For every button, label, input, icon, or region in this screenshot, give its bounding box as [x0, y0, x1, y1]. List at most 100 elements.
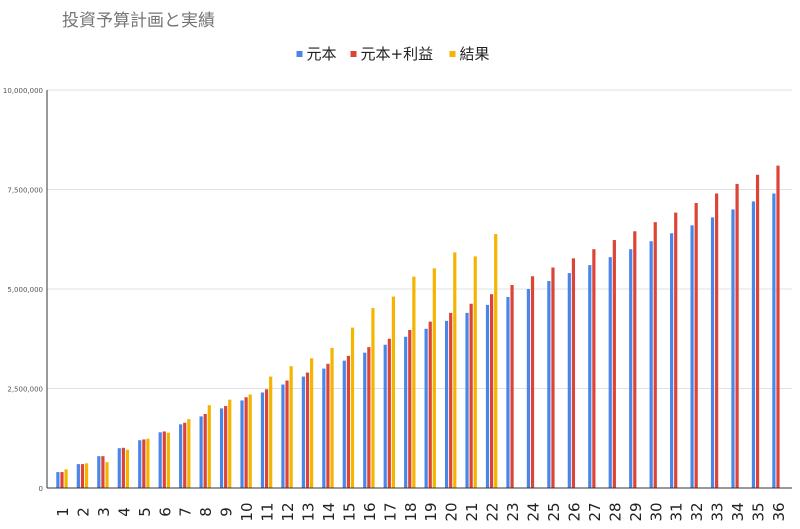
bar	[526, 289, 531, 488]
bar	[60, 472, 64, 488]
x-tick-label: 29	[627, 502, 645, 521]
bar	[158, 432, 162, 488]
bar	[694, 203, 698, 489]
x-tick-label: 15	[340, 502, 358, 521]
bar	[670, 233, 674, 488]
bar	[138, 440, 142, 488]
bar	[404, 336, 408, 488]
bar	[76, 464, 80, 488]
bar	[248, 394, 252, 488]
x-tick-label: 25	[545, 502, 563, 521]
bar	[142, 439, 146, 488]
x-tick-label: 34	[729, 502, 747, 521]
x-tick-label: 10	[238, 502, 256, 521]
x-tick-label: 20	[443, 502, 461, 521]
bar	[342, 360, 346, 488]
bars	[56, 165, 780, 489]
bar	[444, 320, 449, 488]
bar	[776, 165, 780, 488]
x-tick-label: 21	[463, 502, 481, 521]
bar	[551, 267, 555, 488]
bar	[473, 256, 477, 488]
bar	[424, 328, 428, 488]
bar	[64, 469, 68, 488]
x-tick-label: 12	[279, 502, 297, 521]
legend-label: 結果	[460, 45, 490, 63]
y-tick-label: 7,500,000	[7, 187, 43, 195]
bar	[166, 432, 170, 488]
bar	[97, 456, 101, 488]
bar	[547, 281, 551, 488]
x-tick-label: 27	[586, 502, 604, 521]
bar	[305, 372, 310, 488]
bar	[228, 399, 232, 488]
x-tick-label: 6	[156, 507, 174, 517]
y-tick-label: 2,500,000	[7, 386, 43, 394]
bar	[289, 366, 293, 488]
bar	[387, 338, 391, 488]
bar	[612, 240, 616, 488]
legend-swatch	[449, 51, 456, 57]
bar	[453, 252, 457, 488]
bar	[506, 296, 510, 488]
x-tick-label: 36	[770, 502, 788, 521]
bar	[183, 422, 187, 488]
bar	[649, 241, 653, 488]
x-tick-label: 5	[136, 507, 154, 517]
bar	[715, 193, 719, 489]
bar	[633, 231, 637, 489]
bar	[281, 384, 285, 488]
bar	[629, 249, 633, 488]
bar	[84, 463, 89, 488]
bar	[125, 449, 130, 488]
legend-swatch	[296, 51, 303, 57]
x-tick-label: 23	[504, 502, 522, 521]
bar	[510, 285, 514, 488]
x-tick-label: 35	[750, 502, 768, 521]
bar	[755, 174, 760, 489]
bar	[101, 456, 105, 488]
bar	[690, 225, 694, 488]
bar	[56, 472, 60, 488]
bar	[449, 312, 453, 488]
legend-label: 元本+利益	[361, 45, 434, 63]
bar	[309, 358, 314, 488]
bar	[162, 431, 166, 488]
x-tick-label: 3	[95, 507, 113, 517]
bar	[567, 273, 571, 488]
y-tick-label: 0	[39, 485, 43, 493]
x-tick-label: 16	[361, 502, 379, 521]
x-tick-label: 26	[565, 502, 583, 521]
bar	[432, 268, 436, 488]
legend-label: 元本	[307, 45, 337, 63]
x-tick-label: 8	[197, 507, 215, 517]
x-tick-label: 11	[259, 502, 277, 521]
x-tick-label: 32	[688, 502, 706, 521]
bar	[428, 321, 432, 488]
bar	[653, 222, 657, 489]
bar	[224, 406, 228, 488]
bar	[244, 397, 248, 488]
bar	[391, 296, 396, 488]
bar	[530, 276, 535, 488]
bar	[330, 347, 334, 488]
bar	[117, 448, 121, 488]
bar	[588, 265, 592, 488]
x-tick-label: 9	[218, 507, 236, 517]
x-tick-label: 4	[115, 507, 133, 517]
bar	[571, 258, 576, 488]
bar	[350, 327, 355, 488]
x-tick-label: 1	[54, 507, 72, 517]
bar	[412, 276, 416, 488]
x-tick-label: 17	[381, 502, 399, 521]
bar	[674, 212, 678, 489]
bar	[80, 464, 85, 488]
x-tick-label: 2	[74, 507, 92, 517]
chart-title: 投資予算計画と実績	[62, 11, 215, 31]
bar	[121, 447, 125, 488]
bar	[731, 209, 735, 488]
bar	[408, 329, 412, 488]
